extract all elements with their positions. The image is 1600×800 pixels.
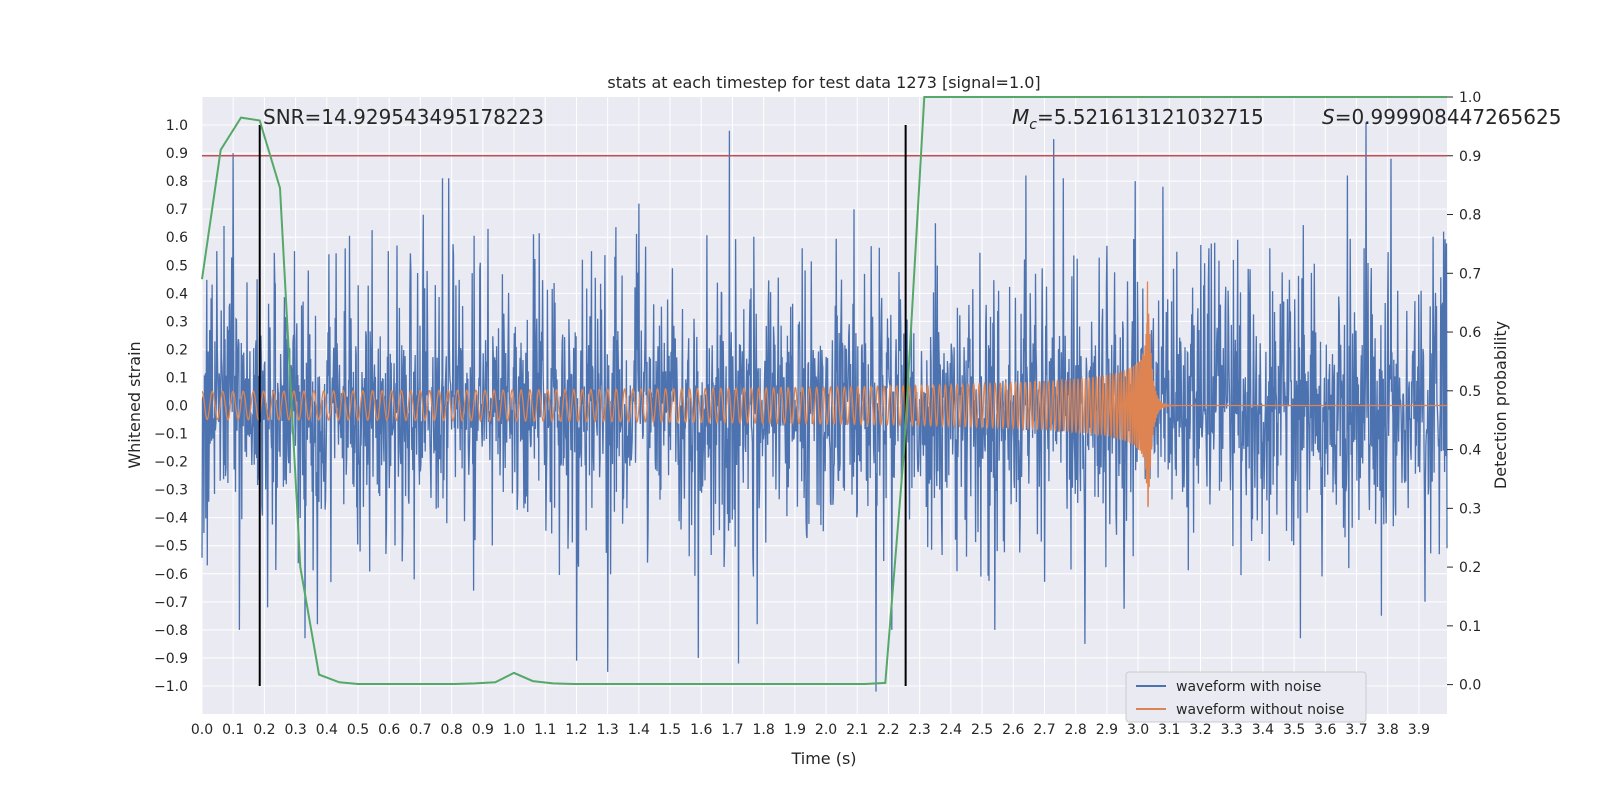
y-axis-label: Whitened strain [125,341,144,468]
y-tick-label: 0.3 [166,314,188,330]
x-tick-label: 2.7 [1033,722,1055,738]
y2-tick-label: 0.0 [1459,678,1481,694]
clean-waveform-line [201,281,1447,508]
y2-tick-label: 0.6 [1459,325,1481,341]
y-tick-label: −0.9 [154,651,188,667]
score-value: =0.999908447265625 [1335,105,1562,129]
x-tick-label: 1.6 [690,722,712,738]
x-tick-label: 3.1 [1158,722,1180,738]
x-tick-label: 0.6 [378,722,400,738]
x-tick-label: 0.0 [191,722,213,738]
probability-series [201,96,1447,685]
x-tick-label: 1.8 [753,722,775,738]
x-tick-label: 2.9 [1096,722,1118,738]
y2-tick-label: 1.0 [1459,90,1481,106]
clean-series [201,281,1447,508]
y-tick-label: 0.4 [166,286,188,302]
y-tick-label: −1.0 [154,679,188,695]
y-tick-label: −0.8 [154,623,188,639]
y-tick-label: −0.2 [154,455,188,471]
x-tick-label: 1.4 [628,722,650,738]
x-tick-label: 1.1 [534,722,556,738]
y2-tick-label: 0.8 [1459,208,1481,224]
x-tick-label: 2.1 [846,722,868,738]
y-tick-label: 0.8 [166,174,188,190]
x-tick-label: 3.4 [1252,722,1274,738]
x-tick-label: 0.1 [222,722,244,738]
x-tick-label: 0.2 [253,722,275,738]
x-tick-label: 2.4 [940,722,962,738]
snr-annotation: SNR=14.929543495178223 [263,105,544,129]
chirp-mass-annotation: Mc=5.521613121032715 [1012,105,1264,133]
y-tick-label: −0.4 [154,511,188,527]
y-tick-label: −0.3 [154,483,188,499]
y2-tick-label: 0.1 [1459,619,1481,635]
x-tick-label: 1.7 [721,722,743,738]
y-tick-label: 0.6 [166,230,188,246]
x-tick-label: 1.0 [503,722,525,738]
y2-tick-label: 0.4 [1459,443,1481,459]
score-annotation: S=0.999908447265625 [1322,105,1561,129]
x-tick-label: 2.0 [815,722,837,738]
y-tick-label: −0.7 [154,595,188,611]
x-tick-label: 0.5 [347,722,369,738]
x-tick-label: 1.5 [659,722,681,738]
legend-noise-label: waveform with noise [1176,679,1321,695]
legend-box [1125,671,1367,723]
chart-title: stats at each timestep for test data 127… [607,73,1040,92]
x-tick-label: 0.9 [472,722,494,738]
noise-waveform-line [201,122,1448,692]
y-tick-label: −0.1 [154,427,188,443]
y2-tick-label: 0.9 [1459,149,1481,165]
x-tick-label: 1.9 [784,722,806,738]
legend-clean-label: waveform without noise [1176,702,1344,718]
legend: waveform with noise waveform without noi… [1125,671,1367,723]
y-tick-label: 0.5 [166,258,188,274]
y2-tick-label: 0.2 [1459,560,1481,576]
x-tick-label: 3.3 [1221,722,1243,738]
y-tick-label: 0.9 [166,146,188,162]
y-tick-label: 0.0 [166,399,188,415]
tick-labels: 0.0 0.1 0.2 0.3 0.4 0.5 0.6 0.7 0.8 0.9 1.0 1.1 1.2 1… [154,90,1481,738]
x-tick-label: 2.5 [971,722,993,738]
y2-axis-label: Detection probability [1491,321,1510,489]
x-tick-label: 3.0 [1127,722,1149,738]
x-tick-label: 1.2 [565,722,587,738]
x-tick-label: 2.8 [1065,722,1087,738]
x-tick-label: 3.9 [1408,722,1430,738]
x-tick-label: 0.7 [409,722,431,738]
x-tick-label: 1.3 [597,722,619,738]
x-tick-label: 2.6 [1002,722,1024,738]
x-axis-label: Time (s) [790,749,856,768]
probability-line [201,96,1447,685]
x-tick-label: 3.7 [1345,722,1367,738]
x-tick-label: 2.2 [877,722,899,738]
y-tick-label: 0.2 [166,342,188,358]
chirp-mass-subscript: c [1029,117,1037,133]
x-tick-label: 0.8 [440,722,462,738]
y-tick-label: 0.1 [166,370,188,386]
noise-series [201,122,1448,692]
y-tick-label: 0.7 [166,202,188,218]
y-tick-label: −0.6 [154,567,188,583]
x-tick-label: 3.5 [1283,722,1305,738]
y-tick-label: −0.5 [154,539,188,555]
y2-tick-label: 0.7 [1459,266,1481,282]
x-tick-label: 2.3 [909,722,931,738]
y2-tick-label: 0.5 [1459,384,1481,400]
chirp-mass-value: =5.521613121032715 [1037,105,1264,129]
x-tick-label: 0.4 [316,722,338,738]
score-symbol: S [1322,105,1335,129]
y-tick-label: 1.0 [166,118,188,134]
x-tick-label: 0.3 [284,722,306,738]
x-tick-label: 3.6 [1314,722,1336,738]
x-tick-label: 3.2 [1189,722,1211,738]
x-tick-label: 3.8 [1377,722,1399,738]
y2-tick-label: 0.3 [1459,501,1481,517]
chirp-mass-symbol: M [1012,105,1029,129]
